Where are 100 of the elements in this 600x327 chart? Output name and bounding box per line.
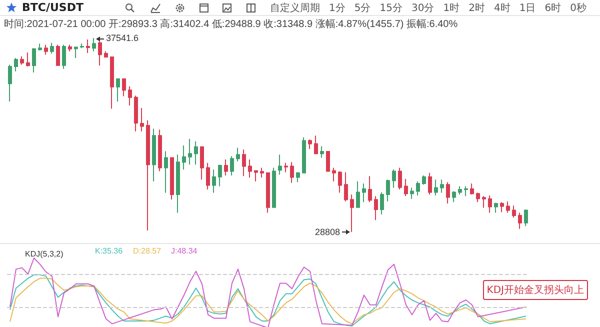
candlestick — [398, 167, 402, 190]
candlestick — [512, 205, 516, 218]
candlestick — [110, 56, 114, 110]
candlestick — [134, 95, 138, 132]
candlestick — [518, 212, 522, 230]
candlestick — [332, 167, 336, 182]
candlestick — [194, 140, 198, 166]
candlestick — [416, 180, 420, 196]
candlestick — [296, 172, 300, 183]
candlestick — [440, 179, 444, 194]
candlestick — [218, 164, 222, 187]
candlestick — [494, 202, 498, 214]
annotation: 37541.6 — [106, 33, 139, 43]
candlestick — [302, 136, 306, 174]
candlestick — [350, 194, 354, 232]
candlestick — [476, 192, 480, 203]
candlestick — [410, 187, 414, 200]
candlestick — [242, 149, 246, 177]
candlestick — [212, 169, 216, 194]
candlestick — [44, 44, 48, 56]
candlestick — [284, 162, 288, 173]
candlestick — [368, 176, 372, 203]
candlestick — [122, 78, 126, 97]
candlestick — [362, 183, 366, 203]
candlestick — [140, 108, 144, 132]
candlestick — [152, 128, 156, 182]
candlestick — [482, 196, 486, 208]
text: 5分 — [354, 3, 371, 14]
candlestick — [392, 169, 396, 188]
chart-title: KDJ(5,3,2) — [25, 250, 64, 258]
candlestick — [356, 180, 360, 208]
candlestick — [236, 147, 240, 162]
candlestick — [86, 39, 90, 54]
candlestick — [80, 43, 84, 49]
candlestick — [452, 190, 456, 203]
candlestick — [26, 52, 30, 68]
candlestick — [404, 178, 408, 197]
candlestick — [320, 146, 324, 158]
candlestick — [8, 64, 12, 102]
candlestick — [182, 144, 186, 170]
candlestick — [434, 179, 438, 196]
candlestick — [272, 167, 276, 208]
candlestick — [38, 43, 42, 51]
candlestick — [32, 48, 36, 74]
annotation: 28808 — [314, 227, 340, 237]
candlestick — [164, 150, 168, 194]
candlestick — [380, 192, 384, 215]
candlestick — [188, 138, 192, 166]
text: 30分 — [411, 3, 434, 14]
candlestick — [254, 170, 258, 182]
candlestick — [506, 200, 510, 214]
text: 4时 — [494, 3, 510, 14]
candlestick — [92, 38, 96, 52]
candlestick — [314, 135, 318, 154]
candlestick — [128, 86, 132, 106]
candlestick — [170, 157, 174, 200]
text: 1时 — [443, 3, 460, 14]
chart-subtitle: 时间:2021-07-21 00:00 开:29893.3 高:31402.4 低:29488.9 收:31348.9 涨幅:4.87%(1455.7) 振幅:6.40% — [4, 18, 458, 31]
candlestick — [176, 154, 180, 214]
candlestick — [464, 186, 468, 197]
candlestick — [248, 158, 252, 178]
candlestick — [308, 138, 312, 150]
candlestick — [470, 183, 474, 196]
text: 15分 — [380, 3, 402, 14]
text: 1日 — [519, 3, 536, 14]
candlestick — [386, 179, 390, 202]
candlestick — [422, 175, 426, 186]
chart-title: BTC/USDT — [22, 1, 84, 14]
candlestick — [224, 158, 228, 176]
text: 6时 — [544, 3, 562, 14]
text: 0秒 — [570, 3, 586, 14]
candlestick — [14, 57, 18, 72]
text: 2时 — [468, 3, 485, 14]
text: K:35.36 — [95, 246, 124, 256]
candlestick — [428, 172, 432, 196]
candlestick — [290, 162, 294, 184]
candlestick — [62, 44, 66, 70]
candlestick — [146, 120, 150, 231]
candlestick — [344, 172, 348, 202]
candlestick — [56, 44, 60, 66]
candlestick — [458, 186, 462, 196]
candlestick — [206, 162, 210, 190]
series-label: J:48.34 — [171, 246, 198, 256]
text: 1分 — [329, 3, 346, 14]
text: 自定义周期 — [270, 3, 320, 14]
candlestick — [374, 196, 378, 221]
candlestick — [20, 56, 24, 66]
candlestick — [200, 146, 204, 180]
candlestick — [116, 78, 120, 102]
candlestick — [68, 44, 72, 52]
annotation: KDJ开始金叉拐头向上 — [482, 280, 588, 300]
candlestick — [524, 208, 528, 227]
candlestick — [50, 42, 54, 54]
candlestick — [500, 202, 504, 213]
candlestick — [260, 167, 264, 178]
text: D:28.57 — [133, 246, 162, 256]
candlestick — [446, 182, 450, 204]
candlestick — [326, 150, 330, 172]
candlestick — [488, 195, 492, 214]
candlestick — [104, 50, 108, 58]
